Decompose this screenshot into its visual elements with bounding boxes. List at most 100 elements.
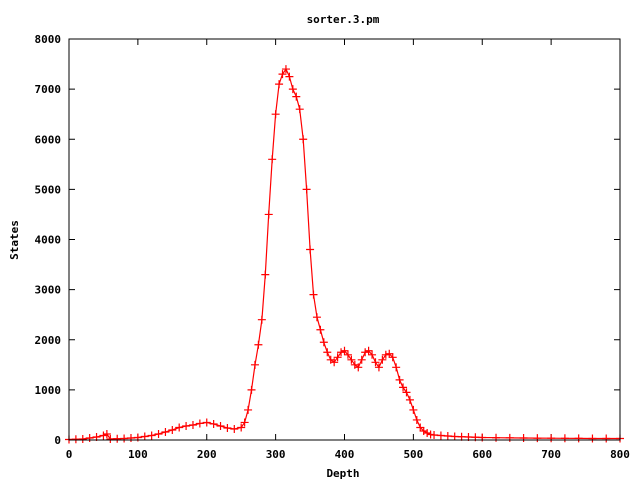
y-axis-label: States (8, 220, 21, 260)
data-point-marker (113, 434, 122, 443)
data-point-marker (292, 92, 301, 101)
data-point-marker (368, 350, 377, 359)
x-tick-label: 200 (197, 448, 217, 461)
data-point-marker (399, 383, 408, 392)
y-tick-label: 1000 (35, 384, 62, 397)
y-tick-label: 2000 (35, 334, 62, 347)
y-tick-label: 5000 (35, 183, 62, 196)
data-point-marker (299, 135, 308, 144)
x-tick-label: 300 (266, 448, 286, 461)
data-point-marker (302, 185, 311, 194)
data-point-marker (347, 355, 356, 364)
data-point-marker (195, 419, 204, 428)
x-tick-label: 800 (610, 448, 630, 461)
data-point-marker (147, 431, 156, 440)
data-point-marker (126, 433, 135, 442)
data-point-marker (409, 405, 418, 414)
data-point-marker (330, 358, 339, 367)
data-point-marker (385, 349, 394, 358)
data-point-marker (402, 388, 411, 397)
data-point-marker (388, 353, 397, 362)
data-point-marker (295, 105, 304, 114)
chart-title: sorter.3.pm (307, 13, 380, 26)
data-point-marker (237, 423, 246, 432)
data-point-marker (374, 363, 383, 372)
data-point-marker (416, 423, 425, 432)
data-point-marker (381, 350, 390, 359)
data-point-marker (343, 350, 352, 359)
data-point-marker (240, 418, 249, 427)
data-point-marker (247, 385, 256, 394)
data-point-marker (560, 434, 569, 443)
data-point-marker (78, 434, 87, 443)
data-point-marker (102, 429, 111, 438)
data-point-marker (309, 290, 318, 299)
data-point-marker (120, 434, 129, 443)
data-point-marker (223, 423, 232, 432)
x-tick-label: 400 (335, 448, 355, 461)
data-point-marker (371, 358, 380, 367)
y-tick-label: 4000 (35, 234, 62, 247)
data-point-marker (281, 65, 290, 74)
data-point-marker (337, 348, 346, 357)
data-point-marker (209, 419, 218, 428)
x-tick-label: 0 (66, 448, 73, 461)
data-point-marker (412, 415, 421, 424)
data-point-marker (340, 346, 349, 355)
data-point-marker (333, 353, 342, 362)
x-axis-label: Depth (326, 467, 359, 480)
data-point-marker (99, 431, 108, 440)
plot-frame (68, 38, 621, 441)
data-point-marker (306, 245, 315, 254)
data-point-marker (161, 427, 170, 436)
data-point-marker (443, 431, 452, 440)
data-point-marker (547, 434, 556, 443)
y-tick-label: 8000 (35, 33, 62, 46)
data-point-marker (323, 348, 332, 357)
data-point-marker (268, 155, 277, 164)
data-point-marker (436, 431, 445, 440)
data-point-marker (574, 434, 583, 443)
data-point-marker (216, 421, 225, 430)
data-point-marker (175, 423, 184, 432)
y-tick-label: 7000 (35, 83, 62, 96)
data-point-marker (602, 434, 611, 443)
data-point-marker (457, 432, 466, 441)
axis-ticks: 0 100 200 300 400 500 600 700 800010002000300040… (35, 33, 630, 461)
x-tick-label: 100 (128, 448, 148, 461)
data-point-marker (519, 433, 528, 442)
data-point-marker (361, 348, 370, 357)
y-tick-label: 3000 (35, 284, 62, 297)
data-point-marker (316, 325, 325, 334)
data-point-marker (419, 426, 428, 435)
data-point-marker (202, 418, 211, 427)
data-point-marker (261, 270, 270, 279)
data-point-marker (364, 346, 373, 355)
data-point-marker (250, 360, 259, 369)
data-point-marker (154, 429, 163, 438)
data-point-marker (106, 434, 115, 443)
data-point-marker (354, 363, 363, 372)
data-point-marker (357, 355, 366, 364)
data-point-marker (264, 210, 273, 219)
x-tick-label: 700 (541, 448, 561, 461)
data-point-marker (254, 340, 263, 349)
x-tick-label: 600 (472, 448, 492, 461)
data-point-marker (405, 395, 414, 404)
data-point-marker (168, 425, 177, 434)
data-point-marker (392, 363, 401, 372)
data-point-marker (588, 434, 597, 443)
data-point-marker (288, 85, 297, 94)
data-point-marker (71, 435, 80, 444)
data-point-marker (275, 80, 284, 89)
x-tick-label: 500 (403, 448, 423, 461)
data-point-marker (430, 430, 439, 439)
data-point-marker (319, 338, 328, 347)
data-point-marker (182, 421, 191, 430)
data-point-marker (378, 355, 387, 364)
data-point-marker (312, 313, 321, 322)
y-tick-label: 0 (54, 434, 61, 447)
data-point-marker (423, 428, 432, 437)
data-point-marker (257, 315, 266, 324)
